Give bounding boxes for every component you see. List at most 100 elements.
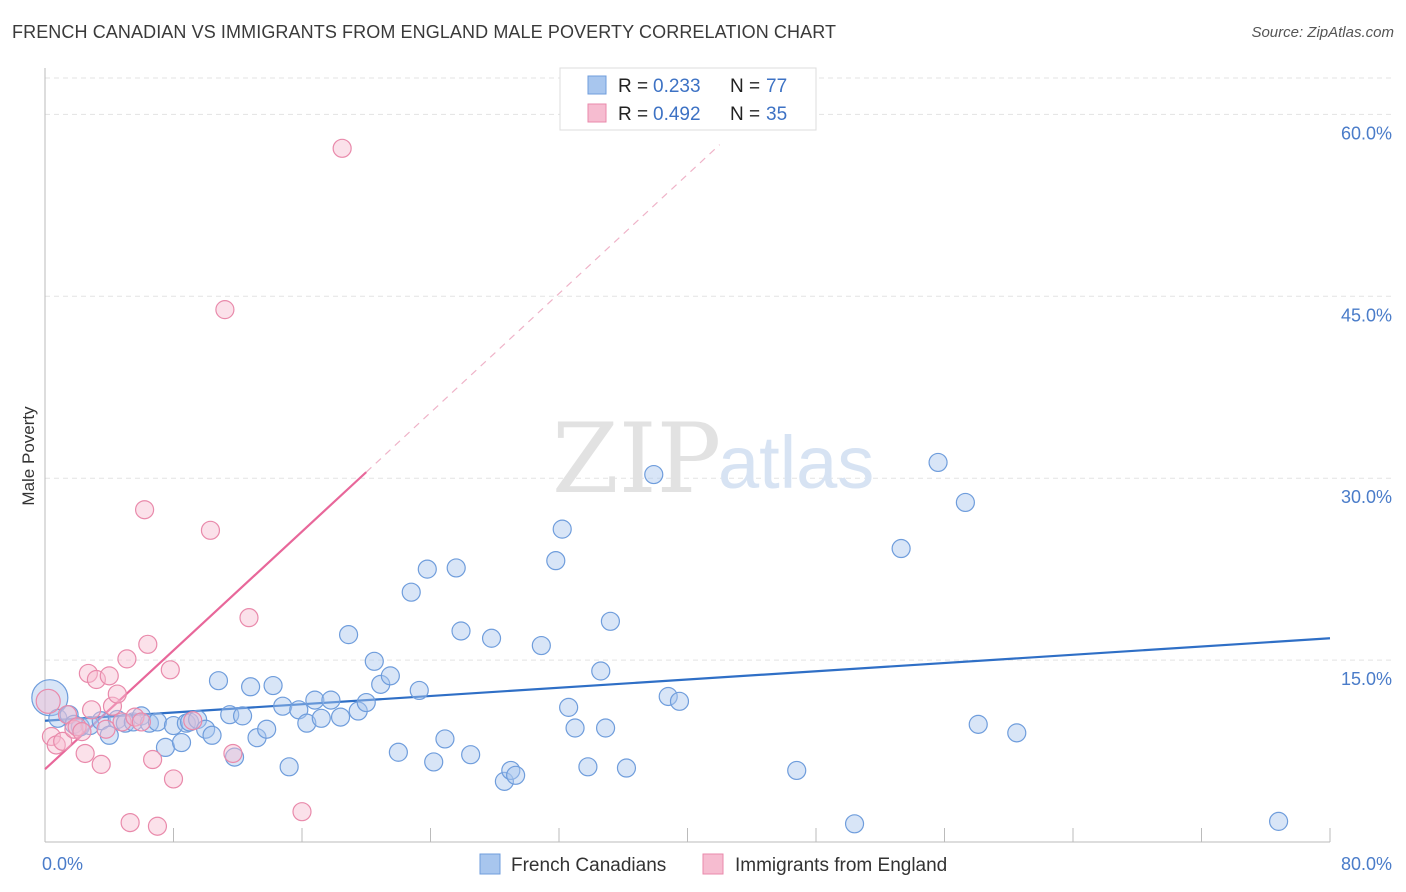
legend-n-label-blue: N = xyxy=(730,76,760,97)
point-french-canadians-54 xyxy=(494,771,514,791)
point-french-canadians-37 xyxy=(330,707,351,727)
point-french-canadians-72 xyxy=(891,538,911,559)
legend-swatch-blue xyxy=(587,75,607,95)
chart-title: FRENCH CANADIAN VS IMMIGRANTS FROM ENGLA… xyxy=(12,22,837,42)
point-french-canadians-70 xyxy=(787,760,807,781)
point-immigrants-england-26 xyxy=(160,660,180,680)
point-french-canadians-25 xyxy=(232,706,253,726)
point-french-canadians-40 xyxy=(356,692,376,713)
point-french-canadians-12 xyxy=(139,713,160,733)
x-tick-label-1: 80.0% xyxy=(1341,854,1392,874)
point-french-canadians-68 xyxy=(658,686,678,707)
point-french-canadians-62 xyxy=(578,757,598,777)
point-french-canadians-73 xyxy=(928,452,948,473)
legend-label-immigrants-england: Immigrants from England xyxy=(735,855,947,876)
point-immigrants-england-23 xyxy=(138,634,158,654)
point-french-canadians-28 xyxy=(257,719,277,739)
point-french-canadians-67 xyxy=(644,464,664,485)
y-axis-label: Male Poverty xyxy=(19,406,38,506)
tick-labels: 15.0% 30.0% 45.0% 60.0% 0.0% 80.0% xyxy=(42,123,1392,874)
point-immigrants-england-17 xyxy=(112,712,132,732)
point-french-canadians-41 xyxy=(364,651,384,671)
point-immigrants-england-31 xyxy=(223,743,243,764)
point-french-canadians-50 xyxy=(446,558,466,578)
point-french-canadians-66 xyxy=(616,758,637,778)
point-french-canadians-30 xyxy=(273,696,293,716)
trend-lines xyxy=(44,144,1331,771)
watermark-zip: ZIP xyxy=(552,403,721,515)
point-immigrants-england-13 xyxy=(96,719,116,739)
point-french-canadians-74 xyxy=(955,492,975,513)
point-immigrants-england-28 xyxy=(183,711,203,731)
point-french-canadians-29 xyxy=(263,675,283,696)
point-immigrants-england-3 xyxy=(53,731,73,751)
point-french-canadians-38 xyxy=(338,625,359,645)
point-french-canadians-59 xyxy=(552,519,572,539)
point-french-canadians-31 xyxy=(279,757,299,777)
legend-swatch-immigrants-england xyxy=(702,853,724,875)
grid-lines xyxy=(45,77,1392,661)
point-immigrants-england-7 xyxy=(72,722,92,742)
point-immigrants-england-8 xyxy=(75,743,95,764)
point-immigrants-england-32 xyxy=(239,608,259,628)
point-immigrants-england-25 xyxy=(147,816,168,836)
point-french-canadians-69 xyxy=(669,691,690,711)
point-immigrants-england-19 xyxy=(120,812,140,833)
point-immigrants-england-24 xyxy=(143,749,163,770)
point-french-canadians-64 xyxy=(595,718,616,738)
point-french-canadians-60 xyxy=(559,697,579,717)
point-french-canadians-51 xyxy=(451,621,471,641)
point-french-canadians-26 xyxy=(241,677,261,697)
point-french-canadians-34 xyxy=(305,690,325,710)
watermark-atlas: atlas xyxy=(718,421,874,504)
point-french-canadians-71 xyxy=(844,814,865,834)
point-immigrants-england-5 xyxy=(64,719,84,739)
point-immigrants-england-0 xyxy=(35,688,61,714)
point-immigrants-england-2 xyxy=(46,735,66,755)
y-tick-label-3: 60.0% xyxy=(1341,123,1392,143)
point-french-canadians-36 xyxy=(321,690,341,710)
point-french-canadians-43 xyxy=(380,666,400,686)
point-french-canadians-52 xyxy=(461,745,481,765)
point-immigrants-england-12 xyxy=(91,754,111,774)
legend-r-value-blue: 0.233 xyxy=(653,76,701,97)
legend-r-value-pink: 0.492 xyxy=(653,104,701,125)
point-french-canadians-47 xyxy=(417,559,437,579)
legend-swatch-french-canadians xyxy=(479,853,501,875)
point-french-canadians-61 xyxy=(565,718,585,738)
point-french-canadians-58 xyxy=(546,551,566,571)
point-french-canadians-49 xyxy=(435,729,455,749)
y-tick-label-0: 15.0% xyxy=(1341,669,1392,689)
point-french-canadians-46 xyxy=(409,680,429,701)
point-french-canadians-44 xyxy=(388,742,408,762)
trend-line-french-canadians xyxy=(44,637,1331,722)
watermark: ZIP atlas xyxy=(552,403,874,515)
point-immigrants-england-16 xyxy=(107,684,127,704)
trend-line-immigrants-england xyxy=(44,471,367,771)
x-tick-label-0: 0.0% xyxy=(42,854,83,874)
legend-n-value-blue: 77 xyxy=(766,76,787,97)
point-french-canadians-7 xyxy=(99,725,119,745)
legend-stats: R = 0.233 N = 77 R = 0.492 N = 35 xyxy=(559,67,817,131)
point-immigrants-england-14 xyxy=(99,666,119,686)
point-french-canadians-76 xyxy=(1007,723,1027,743)
scatter-points xyxy=(31,138,1289,836)
y-tick-label-2: 45.0% xyxy=(1341,305,1392,325)
legend-n-label-pink: N = xyxy=(730,104,760,125)
point-french-canadians-65 xyxy=(600,611,621,631)
point-french-canadians-45 xyxy=(401,582,421,602)
point-immigrants-england-27 xyxy=(163,769,184,789)
point-immigrants-england-34 xyxy=(332,138,352,158)
point-french-canadians-22 xyxy=(208,671,229,691)
point-french-canadians-75 xyxy=(968,714,988,734)
point-french-canadians-77 xyxy=(1268,811,1289,831)
point-immigrants-england-29 xyxy=(200,520,221,540)
legend-swatch-pink xyxy=(587,103,607,123)
point-french-canadians-57 xyxy=(531,635,551,656)
point-immigrants-england-21 xyxy=(131,712,151,732)
legend-r-label-pink: R = xyxy=(618,104,648,125)
source-credit: Source: ZipAtlas.com xyxy=(1251,24,1394,41)
legend-label-french-canadians: French Canadians xyxy=(511,855,666,876)
point-french-canadians-21 xyxy=(202,725,222,745)
point-french-canadians-63 xyxy=(591,661,611,681)
